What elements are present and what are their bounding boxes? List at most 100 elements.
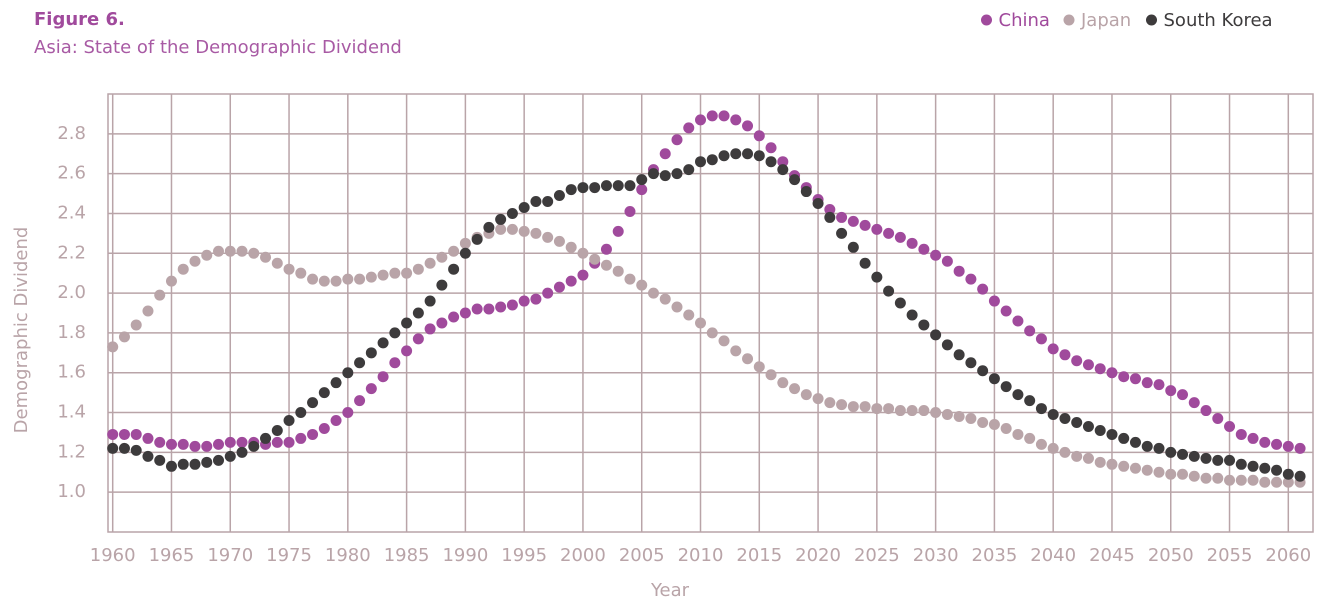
data-point — [730, 148, 742, 160]
data-point — [330, 275, 342, 287]
data-point — [518, 295, 530, 307]
data-point — [236, 446, 248, 458]
data-point — [154, 454, 166, 466]
data-point — [612, 225, 624, 237]
data-point — [977, 417, 989, 428]
grid: 1.0 1.2 1.4 1.6 1.8 2.0 2.2 2.4 2.6 2.8 1960 1965 19… — [57, 93, 1314, 566]
data-point — [636, 279, 648, 291]
data-point — [1259, 436, 1271, 448]
data-point — [1047, 442, 1059, 454]
data-point — [1012, 428, 1024, 440]
y-tick-label: 2.2 — [57, 242, 86, 263]
data-point — [906, 237, 918, 249]
data-point — [1294, 470, 1306, 482]
data-point — [459, 237, 471, 249]
data-point — [965, 357, 977, 369]
legend: China Japan South Korea — [981, 10, 1273, 31]
data-point — [1212, 472, 1224, 484]
data-point — [283, 415, 295, 427]
x-tick-label: 1985 — [384, 545, 430, 566]
data-point — [565, 241, 577, 253]
data-point — [330, 415, 342, 427]
data-point — [600, 180, 612, 192]
data-point — [706, 110, 718, 122]
data-point — [271, 257, 283, 269]
data-point — [542, 196, 554, 208]
data-point — [1294, 442, 1306, 454]
data-point — [318, 387, 330, 399]
data-point — [836, 227, 848, 239]
data-point — [659, 170, 671, 182]
data-point — [471, 233, 483, 245]
data-point — [706, 327, 718, 339]
data-point — [1024, 432, 1036, 444]
data-point — [506, 299, 518, 311]
data-point — [283, 436, 295, 448]
data-point — [295, 407, 307, 419]
data-point — [389, 267, 401, 279]
data-point — [1224, 474, 1236, 486]
chart-title: Figure 6. — [34, 9, 125, 30]
data-point — [883, 403, 895, 415]
data-point — [1177, 389, 1189, 401]
data-point — [1235, 428, 1247, 440]
x-tick-label: 1995 — [501, 545, 547, 566]
data-point — [213, 245, 225, 257]
data-point — [342, 407, 354, 419]
data-point — [718, 335, 730, 347]
x-tick-label: 2055 — [1207, 545, 1253, 566]
data-point — [1035, 333, 1047, 345]
data-point — [1035, 438, 1047, 450]
data-point — [1224, 454, 1236, 466]
data-point — [612, 265, 624, 277]
data-point — [130, 319, 142, 331]
data-point — [1153, 442, 1165, 454]
data-point — [695, 114, 707, 126]
data-point — [401, 345, 413, 357]
data-point — [800, 389, 812, 401]
data-point — [318, 422, 330, 434]
data-point — [154, 436, 166, 448]
data-point — [777, 156, 789, 168]
data-point — [577, 269, 589, 281]
data-point — [1271, 438, 1283, 450]
data-point — [1059, 446, 1071, 458]
data-point — [1188, 470, 1200, 482]
data-point — [401, 317, 413, 329]
data-point — [436, 251, 448, 263]
data-point — [1271, 476, 1283, 488]
data-point — [1282, 468, 1294, 480]
data-point — [1071, 355, 1083, 367]
data-point — [577, 247, 589, 259]
data-point — [930, 407, 942, 419]
data-point — [1212, 454, 1224, 466]
data-point — [1118, 371, 1130, 383]
data-point — [1247, 460, 1259, 472]
data-point — [765, 369, 777, 381]
data-point — [659, 293, 671, 305]
data-point — [965, 273, 977, 285]
data-point — [953, 411, 965, 423]
data-point — [918, 405, 930, 417]
data-point — [753, 130, 765, 142]
data-point — [777, 377, 789, 389]
plot-frame — [107, 93, 1314, 533]
data-point — [742, 353, 754, 365]
data-point — [589, 253, 601, 265]
data-point — [1000, 381, 1012, 393]
data-point — [718, 110, 730, 122]
data-point — [130, 428, 142, 440]
data-point — [953, 265, 965, 277]
data-point — [859, 219, 871, 231]
data-point — [742, 120, 754, 132]
y-axis-title: Demographic Dividend — [11, 227, 32, 434]
data-point — [824, 397, 836, 409]
data-point — [930, 329, 942, 341]
data-point — [1165, 468, 1177, 480]
data-point — [565, 184, 577, 196]
data-point — [1141, 440, 1153, 452]
x-tick-label: 2040 — [1030, 545, 1076, 566]
data-point — [1118, 432, 1130, 444]
data-point — [1035, 403, 1047, 415]
data-point — [201, 249, 213, 261]
